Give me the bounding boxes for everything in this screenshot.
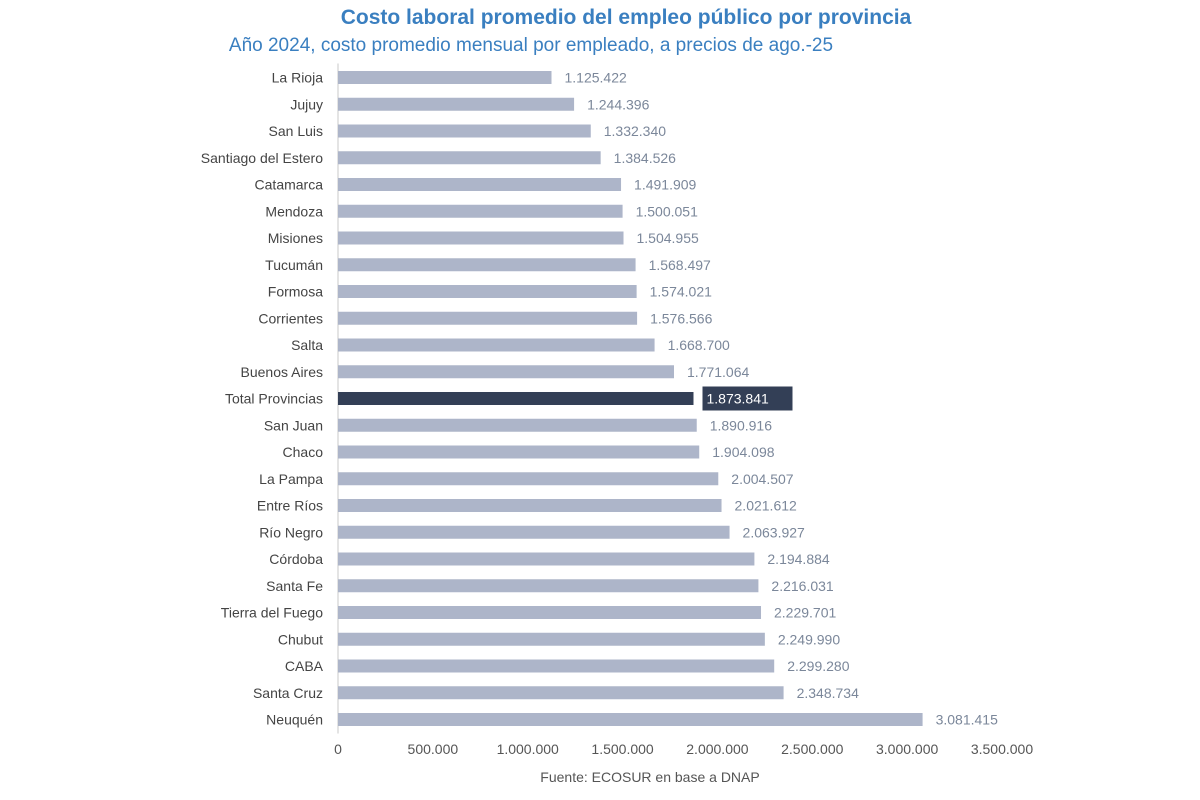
bar-15: [338, 472, 719, 486]
category-label-16: Entre Ríos: [257, 498, 323, 514]
bar-10: [338, 338, 655, 352]
category-label-7: Tucumán: [265, 257, 323, 273]
bar-9: [338, 311, 638, 325]
value-label-1: 1.244.396: [587, 96, 649, 112]
category-label-21: Chubut: [278, 631, 323, 647]
category-label-2: San Luis: [269, 123, 323, 139]
bar-21: [338, 632, 765, 646]
bar-19: [338, 579, 759, 593]
category-label-10: Salta: [291, 337, 323, 353]
category-label-12: Total Provincias: [225, 391, 323, 407]
category-label-6: Misiones: [268, 230, 323, 246]
category-label-17: Río Negro: [259, 524, 323, 540]
bar-11: [338, 365, 674, 379]
category-label-11: Buenos Aires: [241, 364, 324, 380]
value-label-21: 2.249.990: [778, 631, 840, 647]
bar-16: [338, 499, 722, 512]
value-label-11: 1.771.064: [687, 364, 749, 380]
bar-6: [338, 231, 624, 245]
bar-4: [338, 178, 622, 191]
bar-5: [338, 204, 623, 218]
value-label-14: 1.904.098: [712, 444, 774, 460]
x-tick-label-4: 2.000.000: [686, 741, 748, 757]
value-label-7: 1.568.497: [649, 257, 711, 273]
value-label-0: 1.125.422: [565, 70, 627, 86]
category-label-18: Córdoba: [269, 551, 323, 567]
category-label-9: Corrientes: [258, 310, 323, 326]
bar-13: [338, 418, 697, 432]
x-tick-label-0: 0: [334, 741, 342, 757]
value-label-19: 2.216.031: [771, 578, 833, 594]
value-label-5: 1.500.051: [636, 203, 698, 219]
value-label-15: 2.004.507: [731, 471, 793, 487]
value-label-6: 1.504.955: [637, 230, 699, 246]
bar-3: [338, 151, 601, 165]
value-label-23: 2.348.734: [797, 685, 859, 701]
x-tick-label-7: 3.500.000: [971, 741, 1033, 757]
bar-8: [338, 285, 637, 298]
bar-0: [338, 71, 552, 84]
value-label-12: 1.873.841: [706, 391, 768, 407]
x-tick-label-6: 3.000.000: [876, 741, 938, 757]
x-tick-label-5: 2.500.000: [781, 741, 843, 757]
chart-title: Costo laboral promedio del empleo públic…: [340, 6, 912, 29]
category-label-4: Catamarca: [255, 177, 324, 193]
value-label-18: 2.194.884: [767, 551, 829, 567]
bar-24: [338, 713, 923, 726]
category-label-1: Jujuy: [290, 96, 323, 112]
bar-12: [338, 392, 694, 405]
x-tick-label-2: 1.000.000: [497, 741, 559, 757]
bar-1: [338, 97, 575, 111]
category-label-24: Neuquén: [266, 712, 323, 728]
value-label-background: [702, 386, 793, 411]
category-label-3: Santiago del Estero: [201, 150, 323, 166]
bar-23: [338, 686, 784, 700]
value-label-24: 3.081.415: [936, 712, 998, 728]
value-label-2: 1.332.340: [604, 123, 666, 139]
category-label-14: Chaco: [283, 444, 324, 460]
bar-20: [338, 606, 762, 619]
value-label-16: 2.021.612: [735, 498, 797, 514]
value-label-20: 2.229.701: [774, 605, 836, 621]
bar-22: [338, 659, 775, 673]
value-label-3: 1.384.526: [614, 150, 676, 166]
category-label-22: CABA: [285, 658, 324, 674]
value-label-17: 2.063.927: [743, 524, 805, 540]
bar-14: [338, 445, 700, 459]
category-label-8: Formosa: [268, 284, 323, 300]
chart-source: Fuente: ECOSUR en base a DNAP: [540, 769, 760, 785]
category-label-0: La Rioja: [272, 70, 324, 86]
category-label-19: Santa Fe: [266, 578, 323, 594]
bar-18: [338, 552, 755, 566]
value-label-22: 2.299.280: [787, 658, 849, 674]
bar-2: [338, 124, 591, 138]
value-label-10: 1.668.700: [668, 337, 730, 353]
category-label-23: Santa Cruz: [253, 685, 323, 701]
category-label-20: Tierra del Fuego: [221, 605, 323, 621]
category-label-13: San Juan: [264, 417, 323, 433]
category-label-5: Mendoza: [265, 203, 323, 219]
bar-17: [338, 525, 730, 539]
bar-7: [338, 258, 636, 272]
x-tick-label-3: 1.500.000: [591, 741, 653, 757]
value-label-9: 1.576.566: [650, 310, 712, 326]
chart-subtitle: Año 2024, costo promedio mensual por emp…: [228, 35, 834, 56]
category-label-15: La Pampa: [259, 471, 323, 487]
x-tick-label-1: 500.000: [408, 741, 459, 757]
value-label-8: 1.574.021: [650, 284, 712, 300]
value-label-4: 1.491.909: [634, 177, 696, 193]
value-label-13: 1.890.916: [710, 417, 772, 433]
